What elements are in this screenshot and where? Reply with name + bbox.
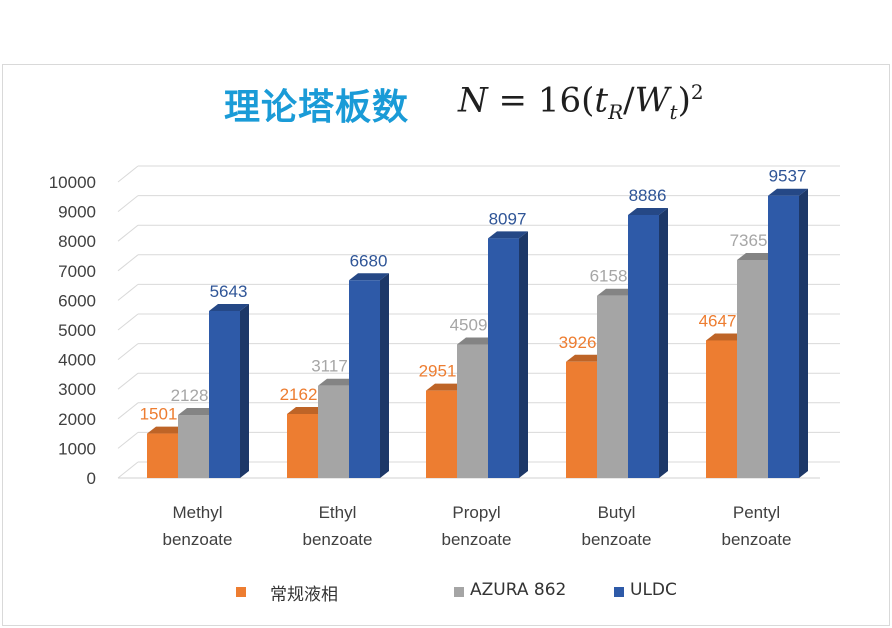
data-label: 9537	[769, 167, 807, 186]
legend-label: AZURA 862	[470, 580, 567, 600]
x-tick-label: benzoate	[722, 530, 792, 549]
x-tick-label: benzoate	[582, 530, 652, 549]
bar-top	[457, 337, 497, 345]
x-tick-label: benzoate	[442, 530, 512, 549]
y-tick-label: 3000	[58, 380, 96, 399]
x-tick-label: benzoate	[303, 530, 373, 549]
data-label: 2162	[280, 385, 318, 404]
bar-top	[768, 188, 808, 196]
gridline-depth	[117, 432, 139, 449]
gridline-depth	[117, 284, 139, 301]
data-label: 4647	[699, 311, 737, 330]
bar	[147, 433, 178, 478]
data-label: 6680	[350, 251, 388, 270]
chart-title: 理论塔板数	[224, 87, 410, 128]
x-tick-label: benzoate	[163, 530, 233, 549]
data-label: 2128	[171, 386, 209, 405]
bar-top	[566, 354, 606, 362]
bar-top	[147, 426, 187, 434]
x-tick-label: Methyl	[172, 503, 222, 522]
gridline-depth	[117, 224, 139, 242]
data-label: 3926	[559, 333, 597, 352]
y-tick-label: 4000	[58, 351, 96, 370]
bar-top	[178, 408, 218, 416]
y-tick-label: 1000	[58, 439, 96, 458]
bar	[768, 195, 799, 478]
bar-top	[628, 207, 668, 215]
x-tick-label: Pentyl	[733, 503, 780, 522]
bar-top	[488, 231, 528, 239]
bar	[209, 310, 240, 478]
y-tick-label: 8000	[58, 232, 96, 251]
bar	[566, 361, 597, 478]
gridline-depth	[117, 343, 139, 360]
y-tick-label: 2000	[58, 410, 96, 429]
data-label: 7365	[730, 231, 768, 250]
gridline-depth	[117, 254, 139, 272]
gridline-depth	[117, 313, 139, 331]
y-tick-label: 10000	[49, 173, 96, 192]
data-label: 8097	[489, 209, 527, 228]
bar	[706, 340, 737, 478]
data-label: 5643	[210, 282, 248, 301]
data-label: 6158	[590, 267, 628, 286]
bar-top	[287, 407, 327, 415]
y-tick-label: 0	[87, 469, 96, 488]
bar-top	[349, 273, 389, 281]
bar-side	[240, 303, 249, 478]
bar-top	[706, 333, 746, 341]
bar	[318, 385, 349, 478]
bar-side	[799, 188, 808, 478]
bar	[426, 390, 457, 478]
x-tick-label: Propyl	[452, 503, 500, 522]
gridline-depth	[117, 402, 139, 420]
data-label: 4509	[450, 316, 488, 335]
legend-swatch	[236, 587, 246, 597]
data-label: 2951	[419, 362, 457, 381]
bar	[488, 238, 519, 478]
y-tick-label: 9000	[58, 203, 96, 222]
bar	[349, 280, 380, 478]
legend-swatch	[454, 587, 464, 597]
bar	[597, 295, 628, 478]
bar	[178, 415, 209, 478]
bar-top	[209, 303, 249, 311]
bar-side	[380, 273, 389, 478]
gridline-depth	[117, 461, 139, 479]
bar-side	[519, 231, 528, 478]
legend-label: 常规液相	[270, 585, 338, 605]
legend-label: ULDC	[630, 580, 677, 600]
bar	[628, 214, 659, 478]
gridline-depth	[117, 195, 139, 212]
bar-top	[737, 252, 777, 260]
data-label: 3117	[311, 357, 348, 376]
bar	[457, 344, 488, 478]
bar-top	[426, 383, 466, 391]
legend-swatch	[614, 587, 624, 597]
gridline-depth	[117, 372, 139, 390]
x-tick-label: Ethyl	[319, 503, 357, 522]
plate-number-formula: N = 16(tR/Wt)2	[458, 80, 704, 125]
bar-top	[318, 378, 358, 386]
bar	[287, 414, 318, 478]
y-tick-label: 6000	[58, 291, 96, 310]
data-label: 1501	[140, 405, 178, 424]
y-tick-label: 5000	[58, 321, 96, 340]
bar	[737, 259, 768, 478]
y-tick-label: 7000	[58, 262, 96, 281]
bar-side	[659, 207, 668, 478]
bar-top	[597, 288, 637, 296]
x-tick-label: Butyl	[598, 503, 636, 522]
data-label: 8886	[629, 186, 667, 205]
gridline-depth	[117, 165, 139, 183]
